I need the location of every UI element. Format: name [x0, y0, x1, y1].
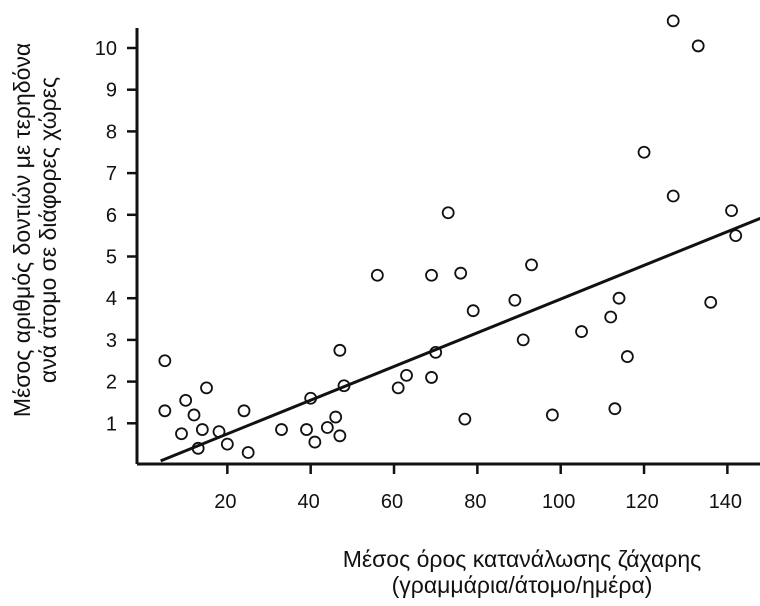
- data-point: [187, 408, 201, 422]
- data-point: [175, 427, 188, 441]
- data-point: [441, 206, 455, 220]
- data-point: [729, 229, 743, 243]
- data-point: [637, 145, 651, 159]
- x-tick-label: 140: [709, 491, 742, 513]
- data-point: [158, 404, 172, 418]
- y-tick-label: 4: [106, 288, 117, 310]
- x-tick-label: 60: [381, 491, 403, 513]
- data-point: [516, 333, 530, 347]
- data-point: [525, 258, 538, 272]
- data-point: [391, 381, 405, 395]
- data-point: [691, 39, 705, 53]
- data-points: [158, 14, 743, 459]
- trend-line: [160, 216, 760, 463]
- x-axis-title-line-2: (γραμμάρια/άτομο/ημέρα): [392, 572, 653, 598]
- y-axis-title-line-2: ανά άτομο σε διάφορες χώρες: [35, 77, 61, 383]
- x-axis-ticks: 20 40 60 80 100 120 140: [214, 464, 742, 513]
- x-tick-label: 20: [214, 491, 236, 513]
- data-point: [329, 410, 343, 424]
- x-tick-label: 100: [542, 491, 575, 513]
- data-point: [275, 423, 288, 436]
- data-point: [508, 293, 522, 307]
- data-point: [704, 295, 718, 309]
- y-axis-title-line-1: Μέσος αριθμός δοντιών με τερηδόνα: [9, 43, 35, 417]
- y-tick-label: 10: [95, 38, 117, 60]
- data-point: [158, 354, 172, 368]
- data-point: [620, 350, 634, 363]
- data-point: [195, 423, 209, 436]
- y-tick-label: 2: [106, 372, 117, 394]
- data-point: [725, 204, 738, 218]
- y-tick-label: 1: [106, 413, 117, 435]
- axes: [135, 28, 760, 466]
- trend-line-group: [160, 216, 760, 463]
- data-point: [425, 371, 438, 384]
- y-axis-title: Μέσος αριθμός δοντιών με τερηδόνα ανά άτ…: [9, 43, 61, 417]
- y-tick-label: 3: [106, 330, 117, 352]
- data-point: [179, 393, 193, 407]
- data-point: [466, 304, 480, 318]
- y-axis-ticks: 1 2 3 4 5 6 7 8 9 10: [95, 38, 137, 435]
- x-tick-label: 120: [625, 491, 658, 513]
- data-point: [308, 435, 322, 449]
- data-point: [400, 368, 413, 382]
- data-point: [200, 381, 213, 395]
- data-point: [608, 402, 622, 416]
- y-tick-label: 8: [106, 121, 117, 143]
- data-point: [237, 404, 251, 418]
- data-point: [370, 268, 384, 282]
- x-tick-label: 40: [298, 491, 320, 513]
- data-point: [612, 291, 626, 305]
- data-point: [458, 412, 472, 426]
- data-point: [454, 266, 468, 280]
- data-point: [666, 189, 680, 203]
- x-tick-label: 80: [464, 491, 486, 513]
- y-tick-label: 9: [106, 80, 117, 102]
- data-point: [333, 429, 347, 443]
- data-point: [604, 310, 618, 324]
- data-point: [545, 408, 559, 422]
- data-point: [575, 325, 588, 338]
- data-point: [300, 423, 313, 436]
- data-point: [241, 446, 255, 459]
- y-tick-label: 7: [106, 163, 117, 185]
- data-point: [320, 421, 334, 434]
- data-point: [333, 343, 347, 357]
- y-tick-label: 5: [106, 247, 117, 269]
- data-point: [425, 268, 438, 282]
- data-point: [220, 437, 234, 451]
- y-tick-label: 6: [106, 205, 117, 227]
- data-point: [666, 14, 680, 28]
- x-axis-title-line-1: Μέσος όρος κατανάλωσης ζάχαρης: [343, 546, 702, 572]
